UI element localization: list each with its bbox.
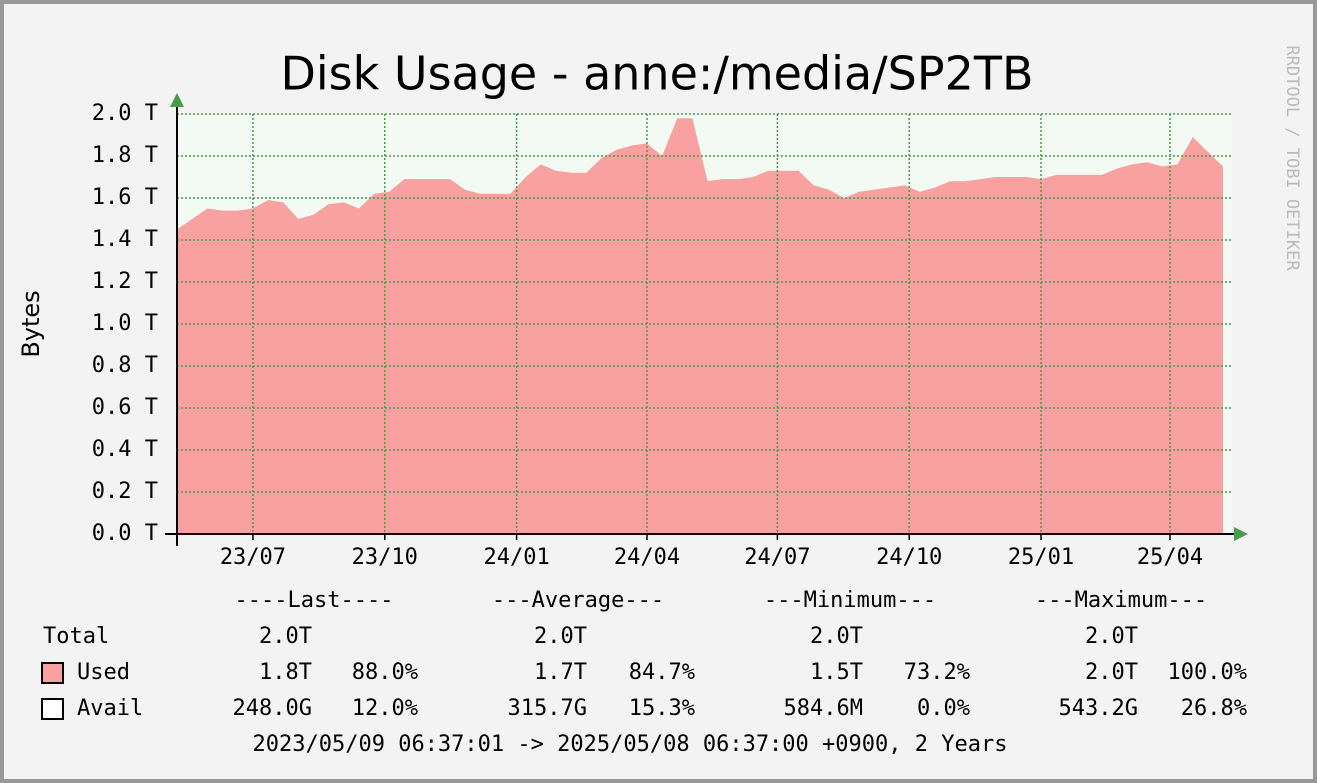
watermark: RRDTOOL / TOBI OETIKER	[1282, 45, 1302, 271]
legend-swatch	[41, 698, 64, 720]
y-tick-label: 0.4 T	[92, 437, 158, 462]
legend-header: ---Maximum---	[1035, 588, 1207, 613]
legend-value: 26.8%	[1181, 696, 1247, 721]
y-tick-label: 1.0 T	[92, 311, 158, 336]
legend-value: 2.0T	[810, 624, 863, 649]
legend-value: 1.8T	[259, 660, 312, 685]
legend-value: 1.5T	[810, 660, 863, 685]
legend-value: 2.0T	[534, 624, 587, 649]
chart-title: Disk Usage - anne:/media/SP2TB	[280, 47, 1033, 101]
legend-value: 2.0T	[1085, 624, 1138, 649]
y-tick-label: 1.4 T	[92, 227, 158, 252]
legend-value: 0.0%	[917, 696, 970, 721]
x-tick-label: 24/04	[614, 545, 680, 570]
legend-value: 543.2G	[1059, 696, 1138, 721]
y-tick-label: 0.2 T	[92, 479, 158, 504]
legend-value: 248.0G	[233, 696, 312, 721]
y-axis-label: Bytes	[17, 290, 45, 357]
legend-header: ---Average---	[492, 588, 664, 613]
legend-header: ----Last----	[235, 588, 394, 613]
legend-label: Used	[77, 660, 130, 685]
footer: 2023/05/09 06:37:01 -> 2025/05/08 06:37:…	[253, 732, 1008, 757]
legend-value: 12.0%	[352, 696, 418, 721]
legend-header: ---Minimum---	[764, 588, 936, 613]
x-tick-label: 23/07	[220, 545, 286, 570]
y-tick-label: 0.6 T	[92, 395, 158, 420]
x-tick-label: 24/01	[483, 545, 549, 570]
legend-value: 2.0T	[1085, 660, 1138, 685]
legend-swatch	[41, 662, 64, 684]
y-tick-label: 1.6 T	[92, 185, 158, 210]
legend-value: 73.2%	[904, 660, 970, 685]
legend-label: Total	[43, 624, 109, 649]
x-tick-label: 24/07	[744, 545, 810, 570]
legend-value: 1.7T	[534, 660, 587, 685]
area	[177, 118, 1223, 534]
legend-label: Avail	[77, 696, 143, 721]
y-tick-label: 1.8 T	[92, 143, 158, 168]
y-tick-label: 2.0 T	[92, 101, 158, 126]
legend-value: 15.3%	[629, 696, 695, 721]
y-tick-label: 0.0 T	[92, 521, 158, 546]
x-axis-arrow	[1234, 527, 1248, 541]
y-tick-label: 1.2 T	[92, 269, 158, 294]
legend-value: 584.6M	[784, 696, 863, 721]
y-tick-label: 0.8 T	[92, 353, 158, 378]
x-tick-label: 25/01	[1008, 545, 1074, 570]
legend-value: 315.7G	[508, 696, 587, 721]
legend-value: 84.7%	[629, 660, 695, 685]
legend-value: 100.0%	[1168, 660, 1247, 685]
x-tick-label: 24/10	[876, 545, 942, 570]
x-tick-label: 25/04	[1137, 545, 1203, 570]
y-axis-arrow	[170, 93, 184, 107]
legend-value: 88.0%	[352, 660, 418, 685]
legend-value: 2.0T	[259, 624, 312, 649]
x-tick-label: 23/10	[352, 545, 418, 570]
